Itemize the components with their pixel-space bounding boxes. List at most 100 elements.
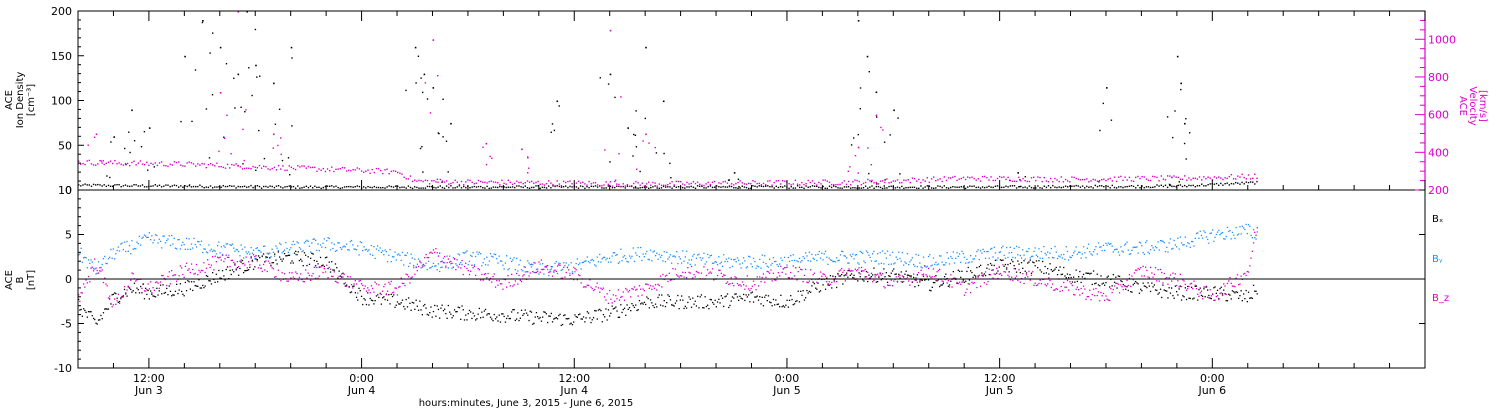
top-point: [233, 164, 235, 166]
b-field-point: [1210, 295, 1212, 297]
b-field-point: [283, 273, 286, 275]
b-field-point: [584, 260, 586, 262]
b-field-point: [913, 276, 915, 279]
b-field-point: [803, 257, 806, 259]
b-field-point: [266, 252, 268, 254]
b-field-point: [554, 262, 556, 265]
b-field-point: [904, 261, 906, 263]
b-field-point: [1135, 246, 1137, 248]
b-field-point: [84, 256, 86, 258]
top-point: [188, 161, 190, 163]
top-point: [526, 180, 529, 182]
b-field-point: [461, 264, 463, 266]
b-field-point: [761, 296, 763, 298]
b-field-point: [245, 256, 247, 258]
b-field-point: [692, 297, 694, 299]
b-field-point: [1184, 287, 1186, 289]
b-field-point: [748, 255, 750, 257]
b-field-point: [774, 304, 776, 306]
b-field-point: [390, 293, 392, 295]
top-point: [596, 186, 599, 188]
top-point: [124, 184, 127, 186]
b-field-point: [210, 283, 213, 285]
b-field-point: [715, 306, 717, 308]
top-point: [486, 185, 488, 188]
b-field-point: [889, 275, 891, 278]
b-field-point: [281, 252, 283, 254]
b-field-point: [838, 275, 840, 277]
b-field-point: [128, 245, 131, 247]
b-field-point: [1157, 293, 1159, 295]
top-point: [637, 182, 639, 184]
b-field-point: [183, 244, 185, 246]
top-point: [901, 185, 903, 188]
b-field-point: [126, 295, 128, 297]
top-point: [1126, 185, 1128, 188]
top-point: [431, 180, 433, 182]
b-field-point: [307, 256, 309, 258]
b-field-point: [641, 259, 643, 262]
b-field-point: [1100, 291, 1102, 294]
b-field-point: [1142, 265, 1144, 267]
x-tick-label-time: 0:00: [775, 372, 800, 385]
top-point: [771, 184, 773, 186]
top-point: [373, 185, 375, 188]
spike-point: [850, 144, 853, 146]
b-field-point: [142, 283, 144, 285]
top-point: [405, 178, 407, 180]
top-point: [777, 180, 780, 182]
top-point: [754, 185, 756, 187]
spike-point: [140, 146, 143, 148]
b-field-point: [746, 266, 748, 268]
b-field-point: [269, 257, 271, 259]
top-point: [443, 187, 446, 189]
b-field-point: [661, 286, 663, 288]
top-point: [248, 186, 250, 188]
top-point: [888, 185, 890, 188]
spike-point: [884, 179, 886, 181]
top-point: [158, 162, 161, 164]
b-field-point: [1079, 270, 1081, 273]
top-point: [1218, 176, 1220, 178]
y-tick-label-right-top: 800: [1428, 71, 1449, 84]
top-point: [401, 186, 403, 188]
top-point: [628, 185, 631, 187]
b-field-point: [133, 247, 136, 250]
b-field-point: [617, 289, 619, 291]
b-field-point: [193, 273, 195, 275]
b-field-point: [375, 295, 378, 297]
b-field-point: [486, 277, 488, 279]
b-field-point: [240, 259, 242, 261]
b-field-point: [579, 262, 581, 264]
top-point: [614, 186, 616, 189]
top-point: [871, 179, 873, 182]
b-field-point: [844, 274, 846, 276]
top-point: [265, 185, 267, 188]
spike-point: [237, 11, 240, 13]
b-field-point: [708, 272, 710, 274]
top-point: [1067, 186, 1069, 188]
top-point: [426, 185, 429, 188]
b-field-point: [767, 266, 770, 268]
spike-point: [482, 146, 484, 148]
b-field-point: [705, 274, 708, 277]
b-field-point: [1006, 268, 1008, 270]
b-field-point: [308, 263, 311, 265]
b-field-point: [602, 256, 605, 259]
top-point: [637, 187, 639, 189]
b-field-point: [192, 268, 194, 271]
b-field-point: [827, 263, 829, 265]
b-field-point: [446, 255, 448, 257]
top-point: [428, 183, 431, 185]
b-field-point: [906, 253, 909, 255]
top-point: [856, 187, 858, 189]
b-field-point: [336, 249, 338, 252]
b-field-point: [614, 307, 616, 309]
top-point: [214, 186, 216, 188]
b-field-point: [1019, 272, 1021, 274]
b-field-point: [942, 264, 944, 266]
b-field-point: [1214, 286, 1216, 288]
b-field-point: [230, 244, 232, 247]
b-field-point: [929, 254, 931, 256]
top-point: [816, 185, 818, 188]
